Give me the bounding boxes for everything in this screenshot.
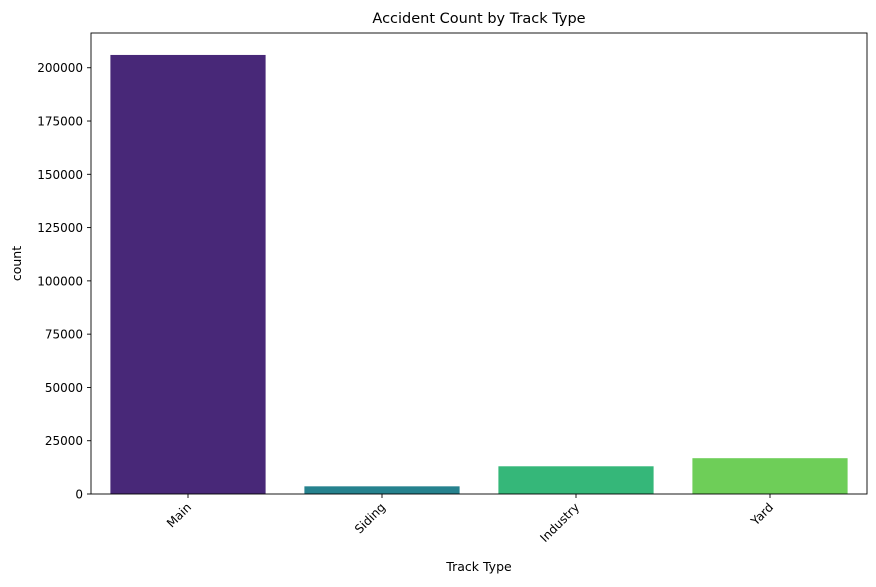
bar-yard xyxy=(692,458,848,494)
y-tick-label: 150000 xyxy=(37,168,83,182)
y-tick-label: 200000 xyxy=(37,61,83,75)
x-axis-label: Track Type xyxy=(445,559,512,574)
y-tick-label: 175000 xyxy=(37,115,83,129)
y-tick-label: 125000 xyxy=(37,221,83,235)
y-axis-label: count xyxy=(9,246,24,281)
bars-layer xyxy=(110,54,848,494)
y-tick-label: 75000 xyxy=(45,328,83,342)
chart-title: Accident Count by Track Type xyxy=(372,11,585,27)
y-tick-label: 50000 xyxy=(45,381,83,395)
bar-industry xyxy=(498,466,654,494)
y-tick-label: 25000 xyxy=(45,434,83,448)
plot-frame xyxy=(90,32,868,495)
x-tick-label: Main xyxy=(164,500,194,530)
y-tick-label: 100000 xyxy=(37,274,83,288)
x-axis: Main Siding Industry Yard xyxy=(164,494,776,545)
x-tick-label: Yard xyxy=(748,500,777,529)
bar-main xyxy=(110,54,266,494)
y-tick-label: 0 xyxy=(75,488,83,502)
x-tick-label: Industry xyxy=(537,500,582,545)
x-tick-label: Siding xyxy=(352,500,388,536)
bar-siding xyxy=(304,486,460,494)
y-axis: 0 25000 50000 75000 100000 125000 150000 175000… xyxy=(37,61,91,502)
